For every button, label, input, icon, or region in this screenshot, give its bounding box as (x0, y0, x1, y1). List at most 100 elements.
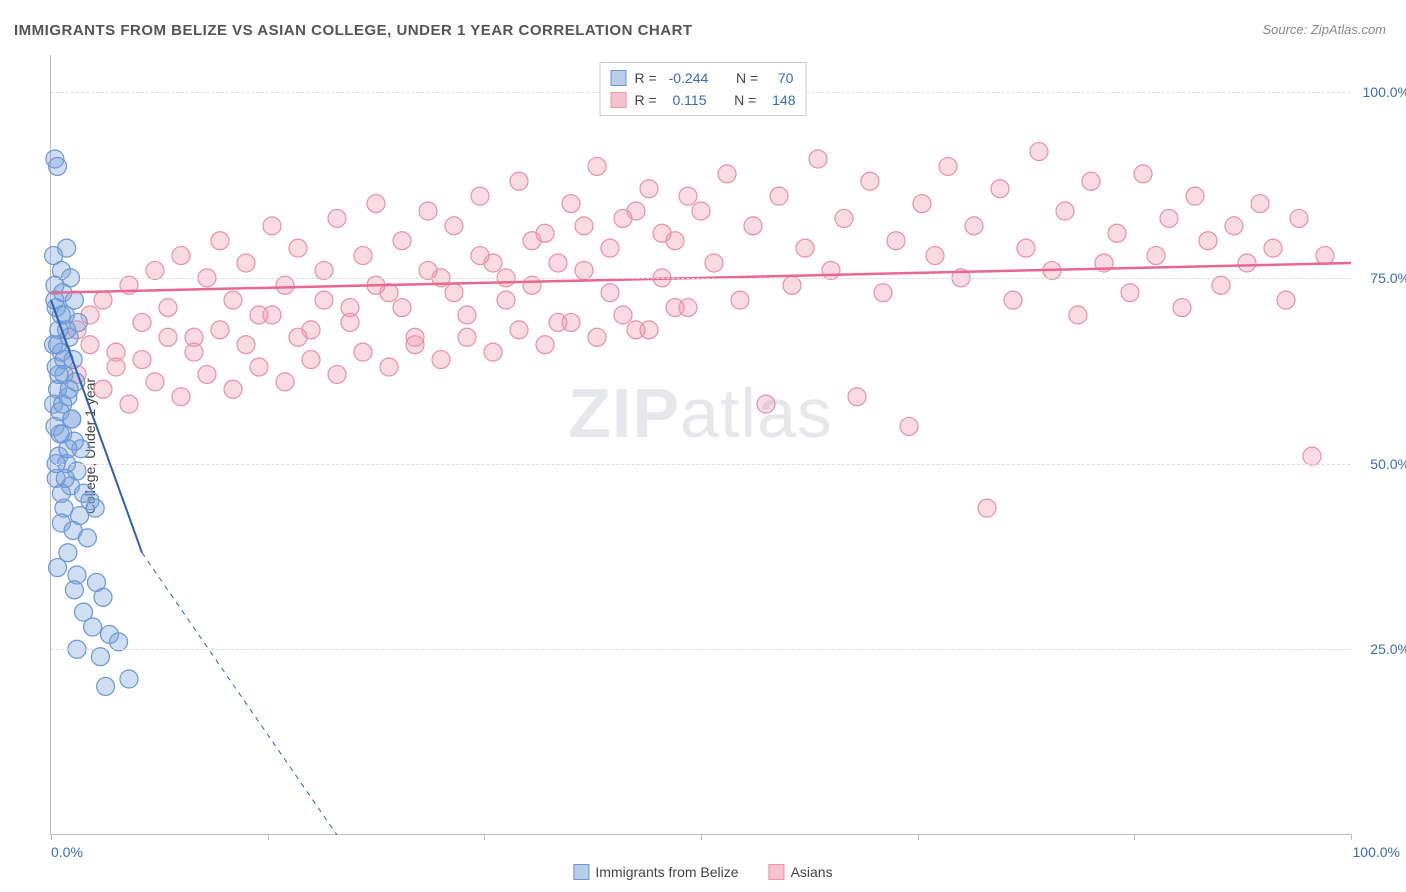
legend-r-value: -0.244 (669, 70, 709, 86)
data-point (1251, 195, 1269, 213)
data-point (536, 336, 554, 354)
data-point (978, 499, 996, 517)
data-point (81, 336, 99, 354)
data-point (666, 299, 684, 317)
x-tick (484, 834, 485, 840)
series-legend-label: Immigrants from Belize (595, 864, 738, 880)
data-point (406, 336, 424, 354)
data-point (718, 165, 736, 183)
series-legend-item: Asians (769, 864, 833, 880)
data-point (822, 261, 840, 279)
data-point (1212, 276, 1230, 294)
data-point (562, 195, 580, 213)
gridline (51, 464, 1350, 465)
data-point (861, 172, 879, 190)
legend-n-value: 148 (768, 92, 795, 108)
data-point (926, 247, 944, 265)
data-point (1056, 202, 1074, 220)
legend-n-label: N = (736, 70, 762, 86)
data-point (380, 358, 398, 376)
data-point (263, 217, 281, 235)
data-point (1108, 224, 1126, 242)
data-point (110, 633, 128, 651)
data-point (471, 187, 489, 205)
data-point (237, 336, 255, 354)
data-point (744, 217, 762, 235)
correlation-legend: R = -0.244 N = 70R = 0.115 N = 148 (600, 62, 807, 116)
legend-r-value: 0.115 (669, 92, 707, 108)
data-point (94, 588, 112, 606)
data-point (432, 351, 450, 369)
series-legend-label: Asians (791, 864, 833, 880)
data-point (1173, 299, 1191, 317)
legend-swatch (611, 70, 627, 86)
data-point (276, 276, 294, 294)
legend-n-value: 70 (770, 70, 793, 86)
data-point (874, 284, 892, 302)
data-point (63, 410, 81, 428)
data-point (276, 373, 294, 391)
data-point (1238, 254, 1256, 272)
data-point (94, 380, 112, 398)
y-tick-label: 75.0% (1370, 270, 1406, 286)
data-point (523, 232, 541, 250)
data-point (614, 306, 632, 324)
legend-swatch (573, 864, 589, 880)
data-point (159, 299, 177, 317)
x-tick (268, 834, 269, 840)
data-point (562, 313, 580, 331)
x-tick (1351, 834, 1352, 840)
data-point (458, 328, 476, 346)
data-point (1186, 187, 1204, 205)
data-point (86, 499, 104, 517)
data-point (458, 306, 476, 324)
data-point (94, 291, 112, 309)
data-point (523, 276, 541, 294)
data-point (52, 484, 70, 502)
data-point (289, 328, 307, 346)
data-point (133, 313, 151, 331)
data-point (78, 529, 96, 547)
data-point (991, 180, 1009, 198)
data-point (510, 321, 528, 339)
data-point (1082, 172, 1100, 190)
x-tick (701, 834, 702, 840)
data-point (224, 380, 242, 398)
plot-area: ZIPatlas 25.0%50.0%75.0%100.0%0.0%100.0% (50, 55, 1350, 835)
data-point (939, 157, 957, 175)
data-point (1290, 209, 1308, 227)
data-point (731, 291, 749, 309)
legend-swatch (769, 864, 785, 880)
data-point (302, 351, 320, 369)
data-point (172, 388, 190, 406)
data-point (497, 291, 515, 309)
x-min-label: 0.0% (51, 844, 83, 860)
data-point (198, 365, 216, 383)
data-point (341, 313, 359, 331)
data-point (59, 440, 77, 458)
data-point (367, 195, 385, 213)
data-point (445, 217, 463, 235)
series-legend: Immigrants from Belize Asians (573, 864, 832, 880)
data-point (211, 321, 229, 339)
data-point (146, 373, 164, 391)
data-point (1030, 143, 1048, 161)
data-point (640, 321, 658, 339)
data-point (900, 417, 918, 435)
data-point (185, 343, 203, 361)
source-attribution: Source: ZipAtlas.com (1262, 22, 1386, 37)
data-point (627, 202, 645, 220)
data-point (315, 291, 333, 309)
data-point (1303, 447, 1321, 465)
data-point (705, 254, 723, 272)
data-point (510, 172, 528, 190)
data-point (159, 328, 177, 346)
data-point (601, 284, 619, 302)
data-point (653, 224, 671, 242)
data-point (263, 306, 281, 324)
data-point (120, 670, 138, 688)
data-point (146, 261, 164, 279)
gridline (51, 649, 1350, 650)
legend-n-label: N = (734, 92, 760, 108)
y-tick-label: 50.0% (1370, 456, 1406, 472)
